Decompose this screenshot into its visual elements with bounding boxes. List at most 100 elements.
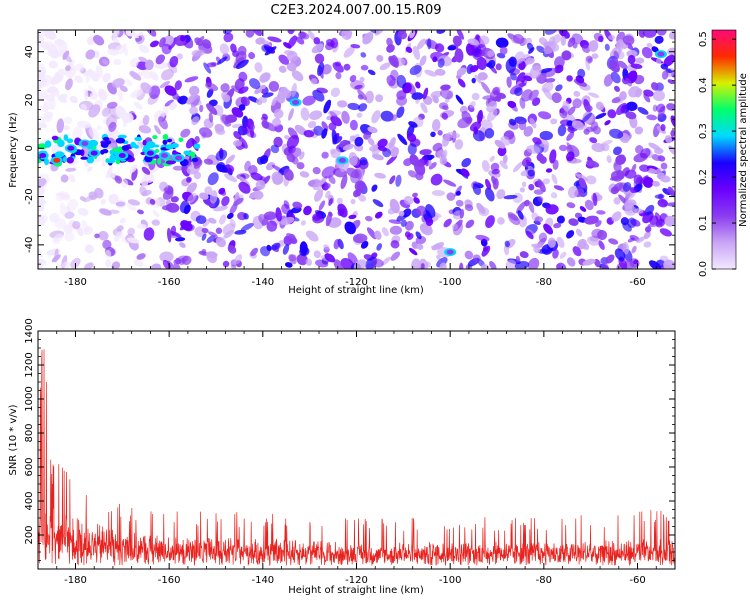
heatmap-cell: [606, 155, 612, 164]
heatmap-hotspot: [53, 157, 61, 163]
heatmap-cell: [344, 221, 356, 235]
heatmap-cell: [499, 46, 508, 55]
x-tick-label: -60: [629, 277, 645, 288]
y-tick-label: 400: [24, 491, 35, 510]
heatmap-cell: [255, 180, 266, 190]
heatmap-cell: [567, 126, 575, 134]
heatmap-cell: [660, 63, 669, 70]
heatmap-cell: [50, 74, 64, 85]
colorbar-tick-label: 0.0: [698, 261, 709, 277]
heatmap-cell: [594, 258, 601, 268]
heatmap-cell: [528, 183, 535, 191]
heatmap-cell: [613, 50, 620, 59]
heatmap-cell: [572, 98, 582, 109]
heatmap-cell: [666, 188, 675, 198]
heatmap-cell: [519, 251, 529, 259]
heatmap-hotspots: [38, 50, 667, 257]
heatmap-cell: [198, 250, 209, 256]
heatmap-cell: [161, 68, 174, 81]
heatmap-cell: [596, 210, 606, 215]
heatmap-cell: [514, 87, 523, 97]
heatmap-cell: [219, 214, 227, 225]
heatmap-cell: [359, 157, 368, 166]
heatmap-cell: [666, 103, 675, 111]
heatmap-cell: [403, 195, 414, 205]
heatmap-cell: [471, 77, 476, 84]
heatmap-cell: [180, 128, 191, 138]
heatmap-cell: [491, 168, 500, 175]
heatmap-cell: [521, 181, 527, 188]
heatmap-cell: [651, 46, 659, 53]
heatmap-cell: [664, 135, 673, 144]
heatmap-cell: [161, 43, 172, 55]
heatmap-cell: [348, 214, 357, 220]
heatmap-cell: [328, 175, 336, 184]
heatmap-cell: [203, 62, 212, 74]
heatmap-cell: [458, 262, 464, 269]
heatmap-cell: [95, 65, 103, 79]
heatmap-cell: [663, 259, 675, 269]
heatmap-cell: [389, 198, 400, 214]
heatmap-cell: [582, 258, 596, 266]
heatmap-cell: [406, 132, 417, 143]
heatmap-cell: [591, 53, 599, 59]
heatmap-cell: [335, 72, 342, 80]
heatmap-cell: [481, 264, 490, 269]
heatmap-hotspot: [146, 150, 154, 156]
heatmap-cell: [404, 220, 414, 231]
heatmap-cell: [456, 30, 464, 40]
heatmap-cell: [375, 211, 383, 219]
heatmap-cell: [175, 257, 181, 265]
y-tick-label: -20: [24, 188, 35, 204]
heatmap-cell: [46, 50, 54, 57]
heatmap-cell: [255, 98, 263, 106]
heatmap-hotspot: [160, 153, 168, 159]
heatmap-cell: [539, 130, 553, 141]
heatmap-cell: [249, 78, 261, 90]
heatmap-cell: [84, 262, 94, 269]
heatmap-cell: [455, 199, 464, 207]
heatmap-cell: [555, 84, 563, 92]
heatmap-cell: [575, 228, 583, 237]
heatmap-cell: [551, 173, 558, 185]
heatmap-cell: [60, 93, 68, 99]
heatmap-cell: [343, 46, 355, 58]
heatmap-cell: [374, 230, 382, 240]
heatmap-cell: [543, 41, 556, 55]
heatmap-cell: [149, 85, 161, 99]
heatmap-cell: [153, 144, 160, 148]
heatmap-cell: [321, 121, 329, 132]
heatmap-cell: [237, 45, 247, 56]
heatmap-cell: [354, 84, 363, 90]
heatmap-cell: [661, 70, 669, 80]
heatmap-cell: [624, 205, 637, 216]
heatmap-cell: [312, 213, 322, 221]
heatmap-cell: [222, 94, 231, 103]
heatmap-cell: [559, 251, 567, 259]
heatmap-cell: [313, 125, 324, 136]
heatmap-cell: [659, 255, 669, 262]
heatmap-cell: [154, 125, 161, 135]
heatmap-cell: [585, 60, 590, 71]
heatmap-cell: [191, 157, 199, 163]
heatmap-cell: [354, 136, 364, 147]
heatmap-cell: [261, 40, 272, 47]
heatmap-cell: [514, 260, 530, 269]
heatmap-cell: [179, 242, 186, 248]
heatmap-cell: [595, 220, 602, 228]
heatmap-cell: [44, 140, 52, 148]
heatmap-cell: [496, 189, 506, 200]
heatmap-cell: [552, 249, 559, 259]
heatmap-cell: [204, 186, 213, 195]
heatmap-cell: [179, 220, 192, 231]
heatmap-cell: [615, 102, 628, 116]
heatmap-cell: [207, 172, 219, 186]
heatmap-cell: [508, 118, 517, 126]
heatmap-cell: [68, 174, 76, 183]
heatmap-cell: [281, 203, 291, 215]
heatmap-cell: [412, 192, 418, 198]
heatmap-cell: [54, 248, 59, 263]
heatmap-cell: [510, 72, 517, 81]
heatmap-cell: [115, 231, 124, 239]
snr-y-ticks: 200 400 600 800 1000 1200 1400: [24, 318, 675, 561]
